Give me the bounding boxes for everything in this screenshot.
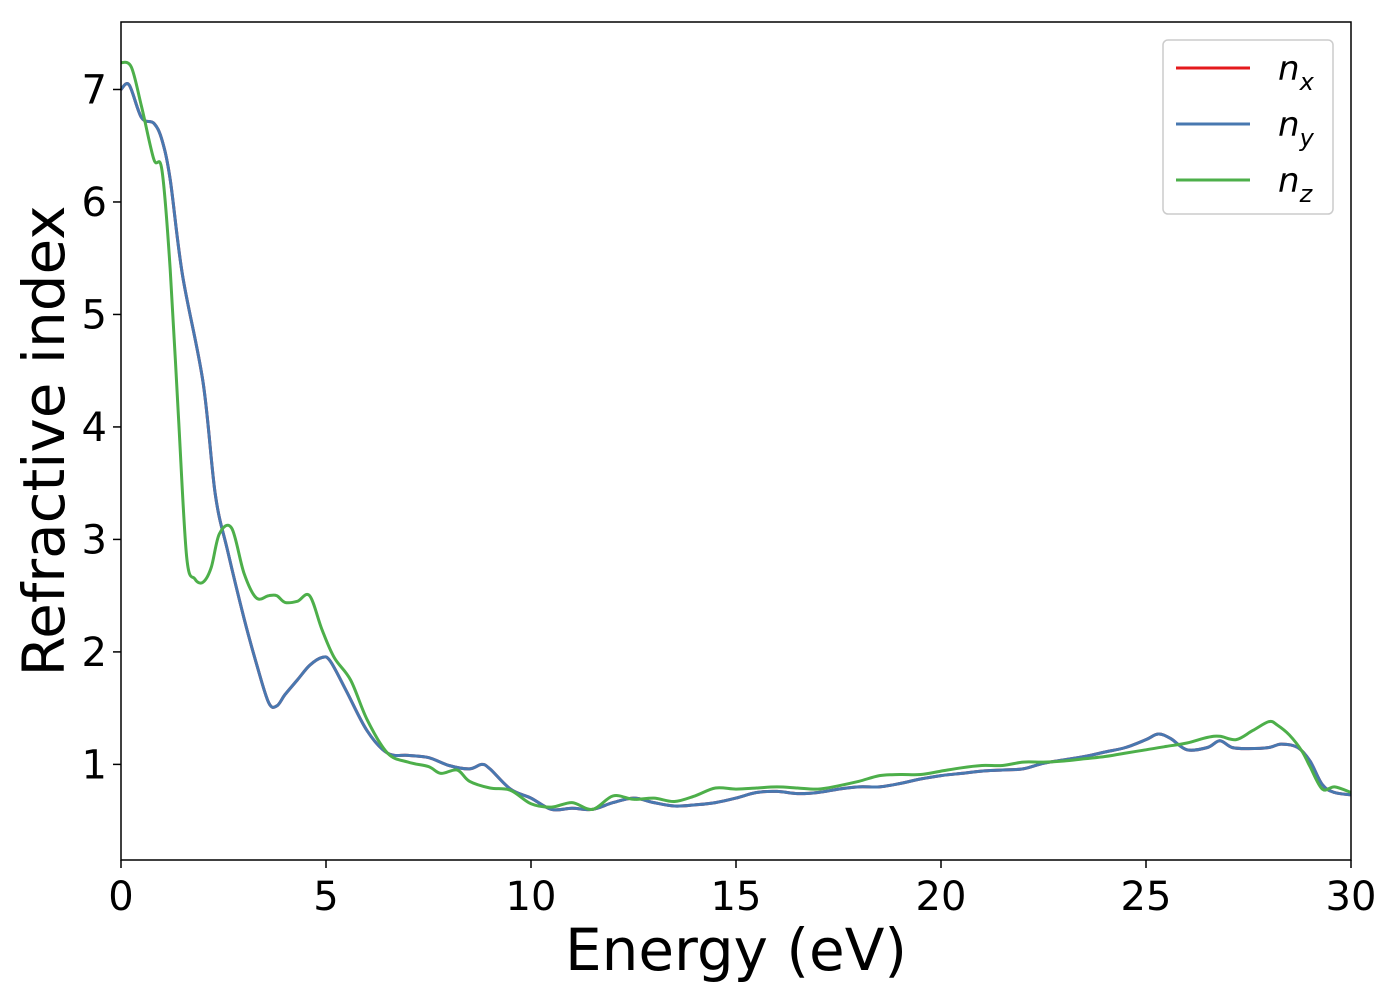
y-tick-label: 7: [82, 67, 107, 113]
x-tick-label: 20: [916, 874, 967, 920]
y-tick-label: 1: [82, 742, 107, 788]
y-tick-label: 5: [82, 292, 107, 338]
y-tick-label: 6: [82, 180, 107, 226]
legend: nx ny nz: [1162, 39, 1334, 215]
legend-box: [1162, 39, 1334, 215]
y-axis-ticks: 1 2 3 4 5 6 7: [82, 67, 121, 788]
series-line-y: [119, 82, 1352, 812]
x-tick-label: 0: [108, 874, 133, 920]
series-lines: [119, 60, 1352, 812]
x-tick-label: 25: [1121, 874, 1172, 920]
series-line-z: [120, 60, 1352, 811]
legend-label-x: nx: [1278, 49, 1315, 96]
y-axis-label: Refractive index: [10, 205, 78, 676]
x-tick-label: 30: [1326, 874, 1377, 920]
x-axis-label: Energy (eV): [565, 916, 907, 984]
y-tick-label: 4: [82, 405, 107, 451]
legend-label-y: ny: [1278, 105, 1315, 152]
y-tick-label: 3: [82, 517, 107, 563]
x-axis-ticks: 0 5 10 15 20 25 30: [108, 860, 1376, 920]
x-tick-label: 15: [711, 874, 762, 920]
legend-label-z: nz: [1278, 161, 1314, 208]
x-tick-label: 5: [313, 874, 338, 920]
x-tick-label: 10: [506, 874, 557, 920]
y-tick-label: 2: [82, 630, 107, 676]
